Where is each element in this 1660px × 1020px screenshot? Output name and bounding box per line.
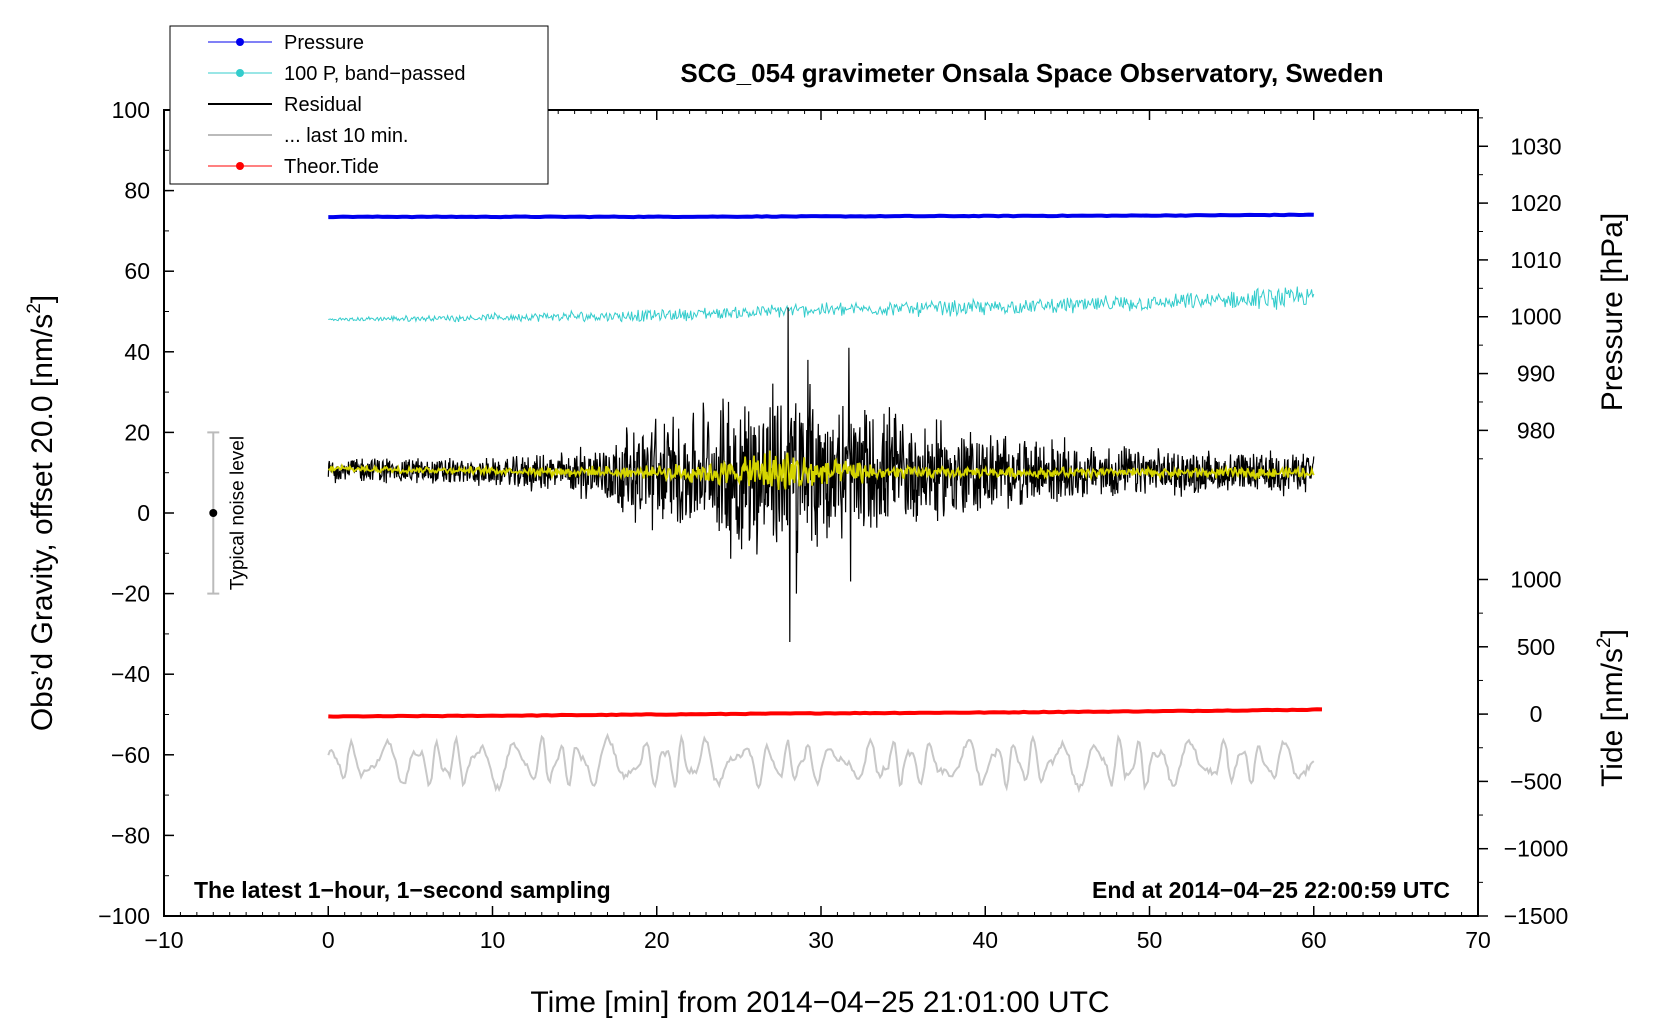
series-line-pressure (328, 215, 1314, 218)
gravimeter-chart: −10 0 10 20 30 40 50 60 70−100−80−60−40−20020406… (0, 0, 1660, 1020)
y-tick-label: −60 (111, 742, 150, 768)
y-tick-label: 60 (124, 258, 150, 284)
legend-label: Pressure (284, 32, 364, 54)
y-tick-label: −20 (111, 581, 150, 607)
x-tick-label: 30 (808, 927, 834, 953)
series-line-theor-tide (328, 709, 1322, 716)
y-tick-label: 20 (124, 419, 150, 445)
tide-axis-title-text: Tide [nm/s (1596, 648, 1629, 787)
pressure-tick-label: 990 (1517, 361, 1555, 387)
x-tick-label: 50 (1137, 927, 1163, 953)
series-line-100-p-band-passed (328, 287, 1314, 322)
tide-tick-label: 1000 (1510, 566, 1561, 592)
pressure-axis-title: Pressure [hPa] (1596, 213, 1629, 411)
y-tick-label: 0 (137, 500, 150, 526)
legend-label: Residual (284, 94, 362, 116)
x-tick-label: 0 (322, 927, 335, 953)
ticks-layer: −10 0 10 20 30 40 50 60 70−100−80−60−40−20020406… (98, 97, 1568, 953)
y-tick-label: −100 (98, 903, 150, 929)
y-axis-title-end: ] (26, 295, 59, 303)
tide-axis-title-end: ] (1596, 629, 1629, 637)
annotation-bottom-right: End at 2014−04−25 22:00:59 UTC (1092, 877, 1450, 903)
legend-swatch-dot (236, 38, 244, 46)
pressure-tick-label: 1010 (1510, 247, 1561, 273)
plot-frame (164, 110, 1478, 916)
tide-tick-label: 500 (1517, 634, 1555, 660)
legend-swatch-dot (236, 69, 244, 77)
legend: Pressure 100 P, band−passed Residual ... la… (170, 26, 548, 184)
y-tick-label: −40 (111, 661, 150, 687)
tide-tick-label: −1500 (1504, 903, 1569, 929)
y-tick-label: 80 (124, 178, 150, 204)
x-tick-label: −10 (144, 927, 183, 953)
pressure-tick-label: 980 (1517, 417, 1555, 443)
legend-swatch-dot (236, 162, 244, 170)
y-tick-label: −80 (111, 822, 150, 848)
tide-tick-label: −1000 (1504, 836, 1569, 862)
pressure-tick-label: 1020 (1510, 190, 1561, 216)
noise-bar-dot (209, 509, 217, 517)
tide-tick-label: −500 (1510, 768, 1562, 794)
y-axis-title: Obs’d Gravity, offset 20.0 [nm/s2] (24, 295, 59, 731)
y-tick-label: 100 (112, 97, 150, 123)
x-tick-label: 10 (480, 927, 506, 953)
y-axis-title-text: Obs’d Gravity, offset 20.0 [nm/s (26, 314, 59, 731)
pressure-tick-label: 1000 (1510, 304, 1561, 330)
x-tick-label: 20 (644, 927, 670, 953)
x-tick-label: 70 (1465, 927, 1491, 953)
noise-level-indicator: Typical noise level (207, 432, 248, 593)
x-tick-label: 60 (1301, 927, 1327, 953)
series-line--last-10-min- (328, 735, 1314, 789)
pressure-tick-label: 1030 (1510, 133, 1561, 159)
tide-axis-title: Tide [nm/s2] (1594, 629, 1629, 787)
tide-axis-title-sup: 2 (1594, 637, 1615, 648)
x-axis-title: Time [min] from 2014−04−25 21:01:00 UTC (530, 986, 1109, 1019)
annotation-bottom-left: The latest 1−hour, 1−second sampling (194, 877, 611, 903)
y-axis-title-sup: 2 (24, 303, 45, 314)
x-tick-label: 40 (972, 927, 998, 953)
chart-title: SCG_054 gravimeter Onsala Space Observat… (680, 58, 1383, 88)
legend-label: 100 P, band−passed (284, 63, 465, 85)
legend-label: Theor.Tide (284, 156, 379, 178)
tide-tick-label: 0 (1530, 701, 1543, 727)
y-tick-label: 40 (124, 339, 150, 365)
legend-label: ... last 10 min. (284, 125, 409, 147)
data-layer (328, 215, 1322, 790)
noise-bar-label: Typical noise level (227, 436, 248, 590)
